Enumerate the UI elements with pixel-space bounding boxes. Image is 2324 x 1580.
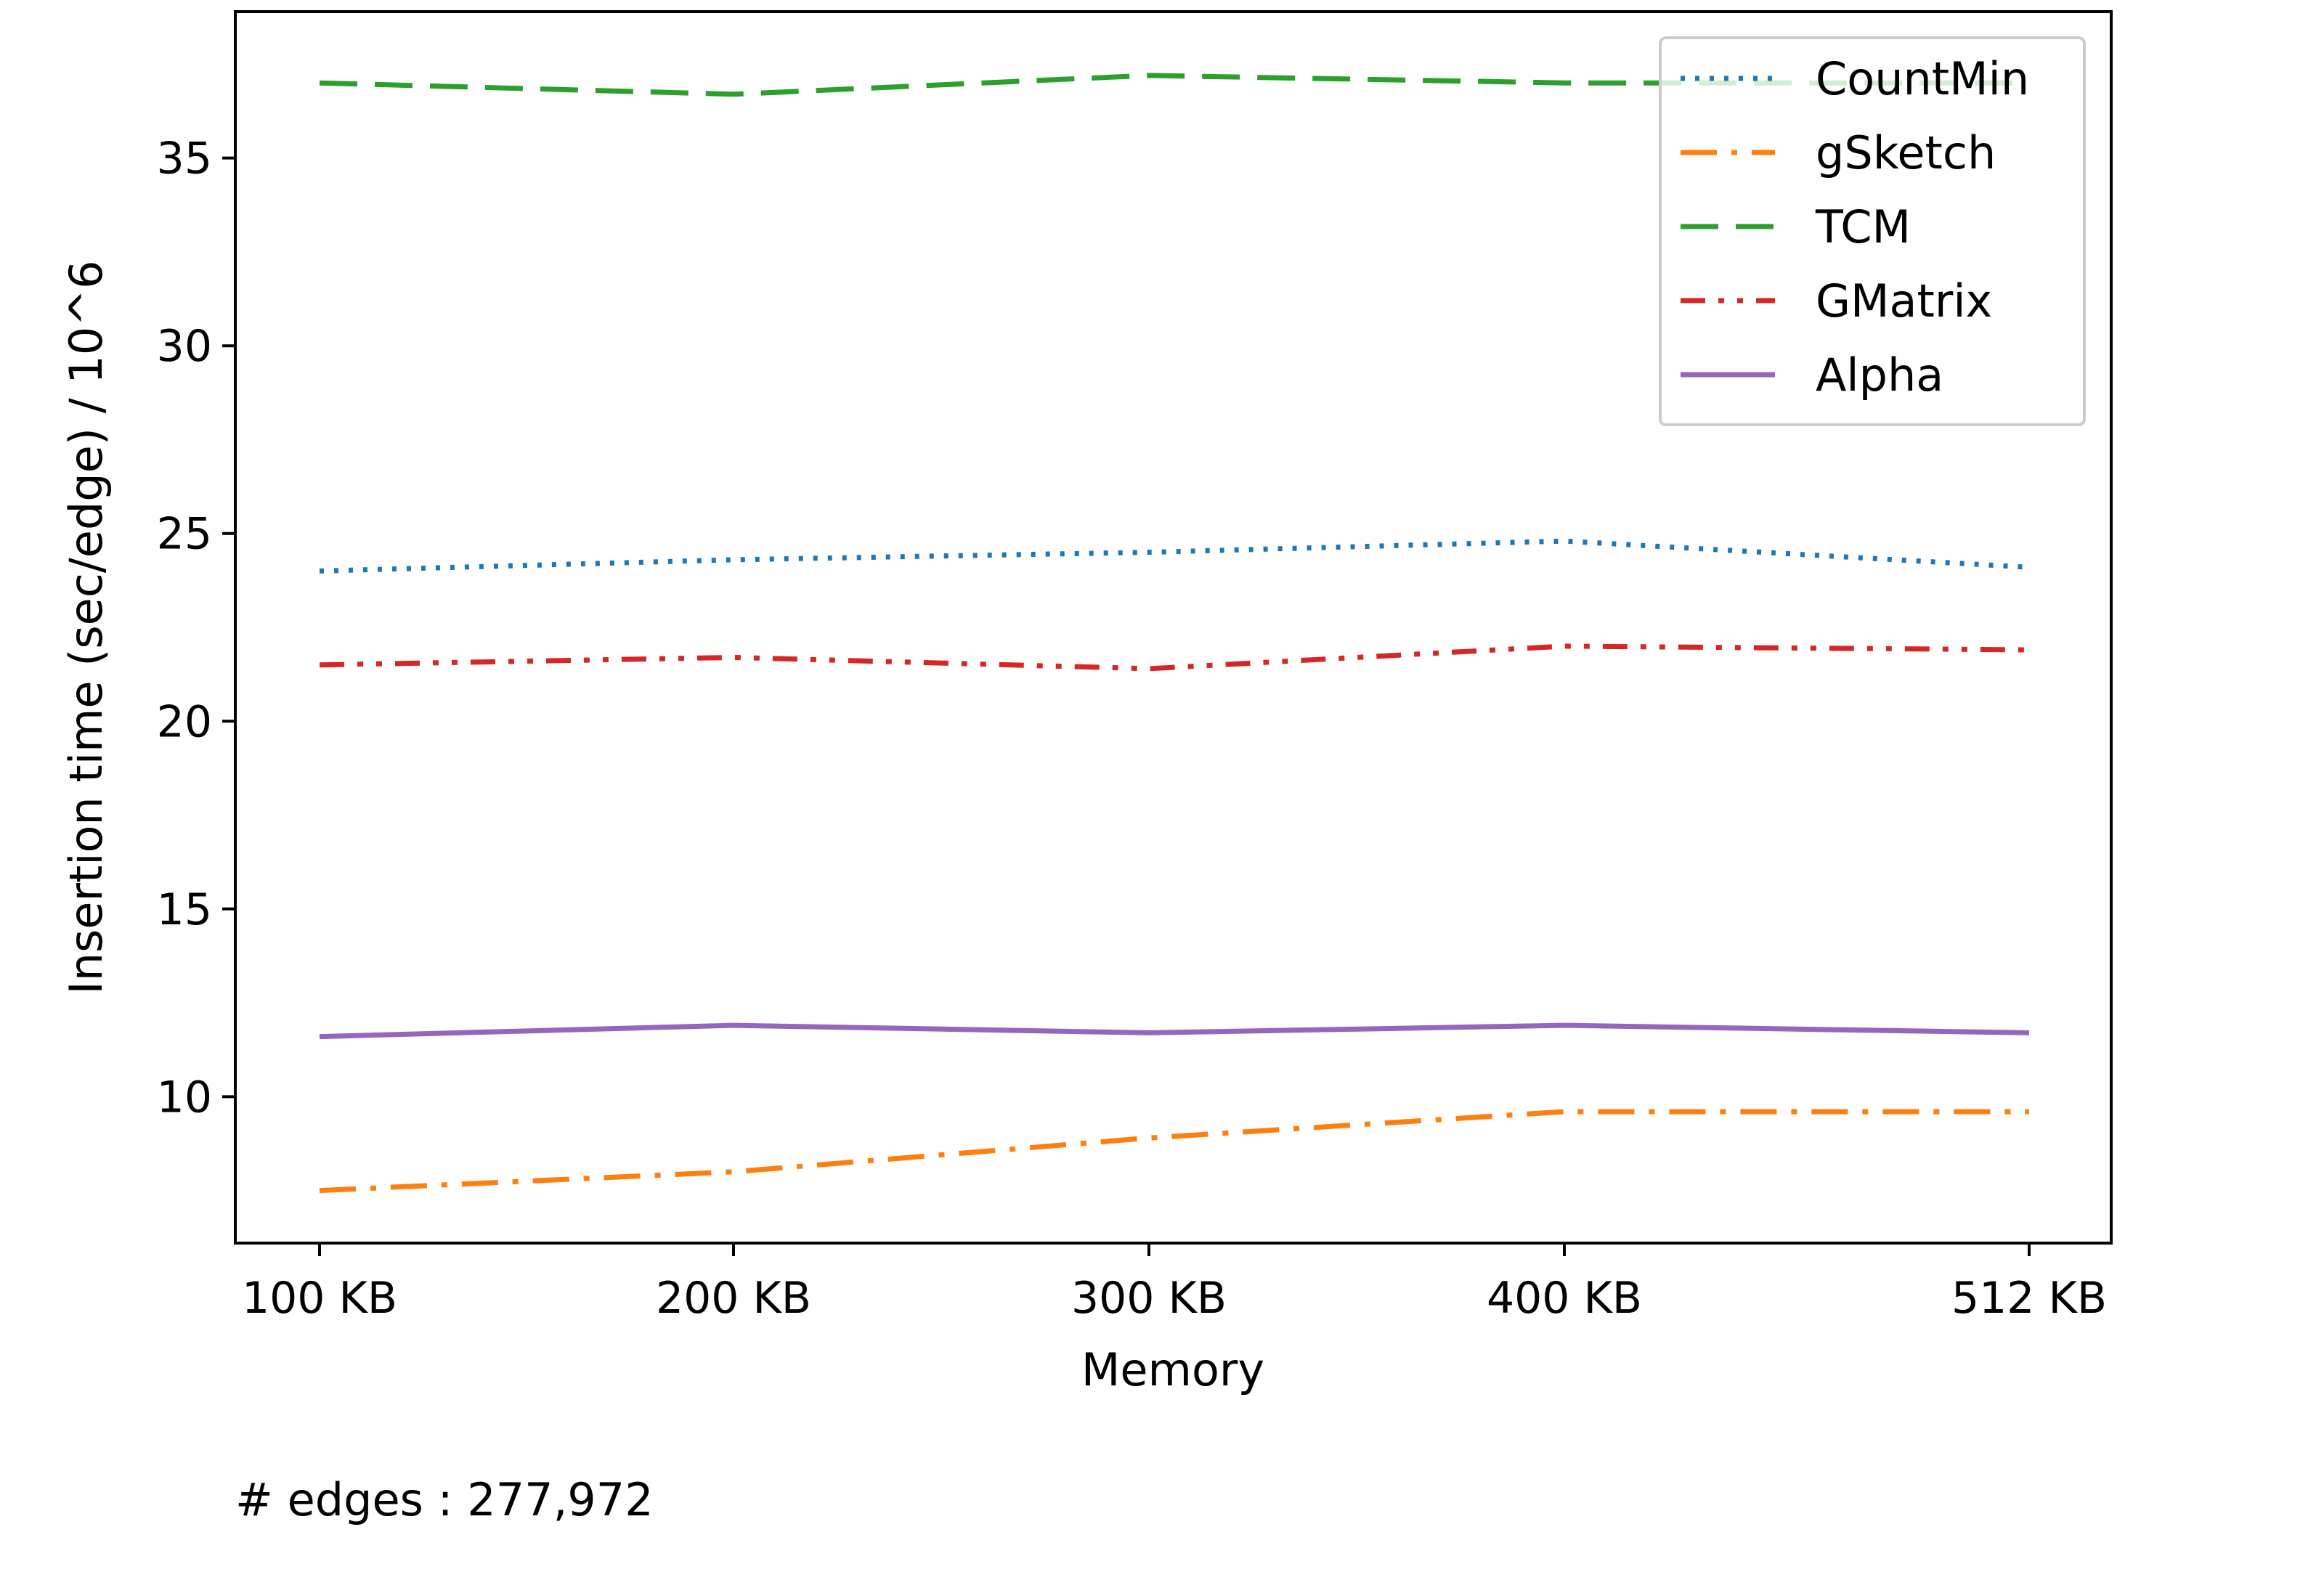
edge-count-note: # edges : 277,972 <box>235 1473 654 1526</box>
y-axis-label: Insertion time (sec/edge) / 10^6 <box>60 260 113 994</box>
legend-label-tcm: TCM <box>1815 200 1911 253</box>
legend-label-gsketch: gSketch <box>1816 126 1996 179</box>
x-tick-label-0: 100 KB <box>242 1273 397 1324</box>
legend: CountMin gSketch TCM GMatrix Alpha <box>1659 36 2086 426</box>
y-tick-label-25: 25 <box>157 509 212 560</box>
legend-box <box>1659 36 2086 426</box>
legend-label-countmin: CountMin <box>1816 52 2029 105</box>
y-tick-label-10: 10 <box>157 1072 212 1123</box>
y-tick-label-35: 35 <box>157 134 212 184</box>
x-tick-label-2: 300 KB <box>1071 1273 1227 1324</box>
x-tick-label-3: 400 KB <box>1487 1273 1642 1324</box>
legend-label-alpha: Alpha <box>1816 349 1943 402</box>
x-tick-label-4: 512 KB <box>1951 1273 2107 1324</box>
y-tick-label-20: 20 <box>157 696 212 747</box>
y-axis: 10 15 20 25 30 35 <box>157 134 235 1123</box>
x-axis-label: Memory <box>1081 1343 1264 1396</box>
x-tick-label-1: 200 KB <box>656 1273 811 1324</box>
y-tick-label-15: 15 <box>157 884 212 935</box>
x-axis: 100 KB 200 KB 300 KB 400 KB 512 KB <box>242 1243 2107 1324</box>
legend-label-gmatrix: GMatrix <box>1816 274 1992 327</box>
plot-frame <box>234 10 2113 1245</box>
y-tick-label-30: 30 <box>157 321 212 372</box>
series-line-gmatrix <box>319 643 2030 672</box>
